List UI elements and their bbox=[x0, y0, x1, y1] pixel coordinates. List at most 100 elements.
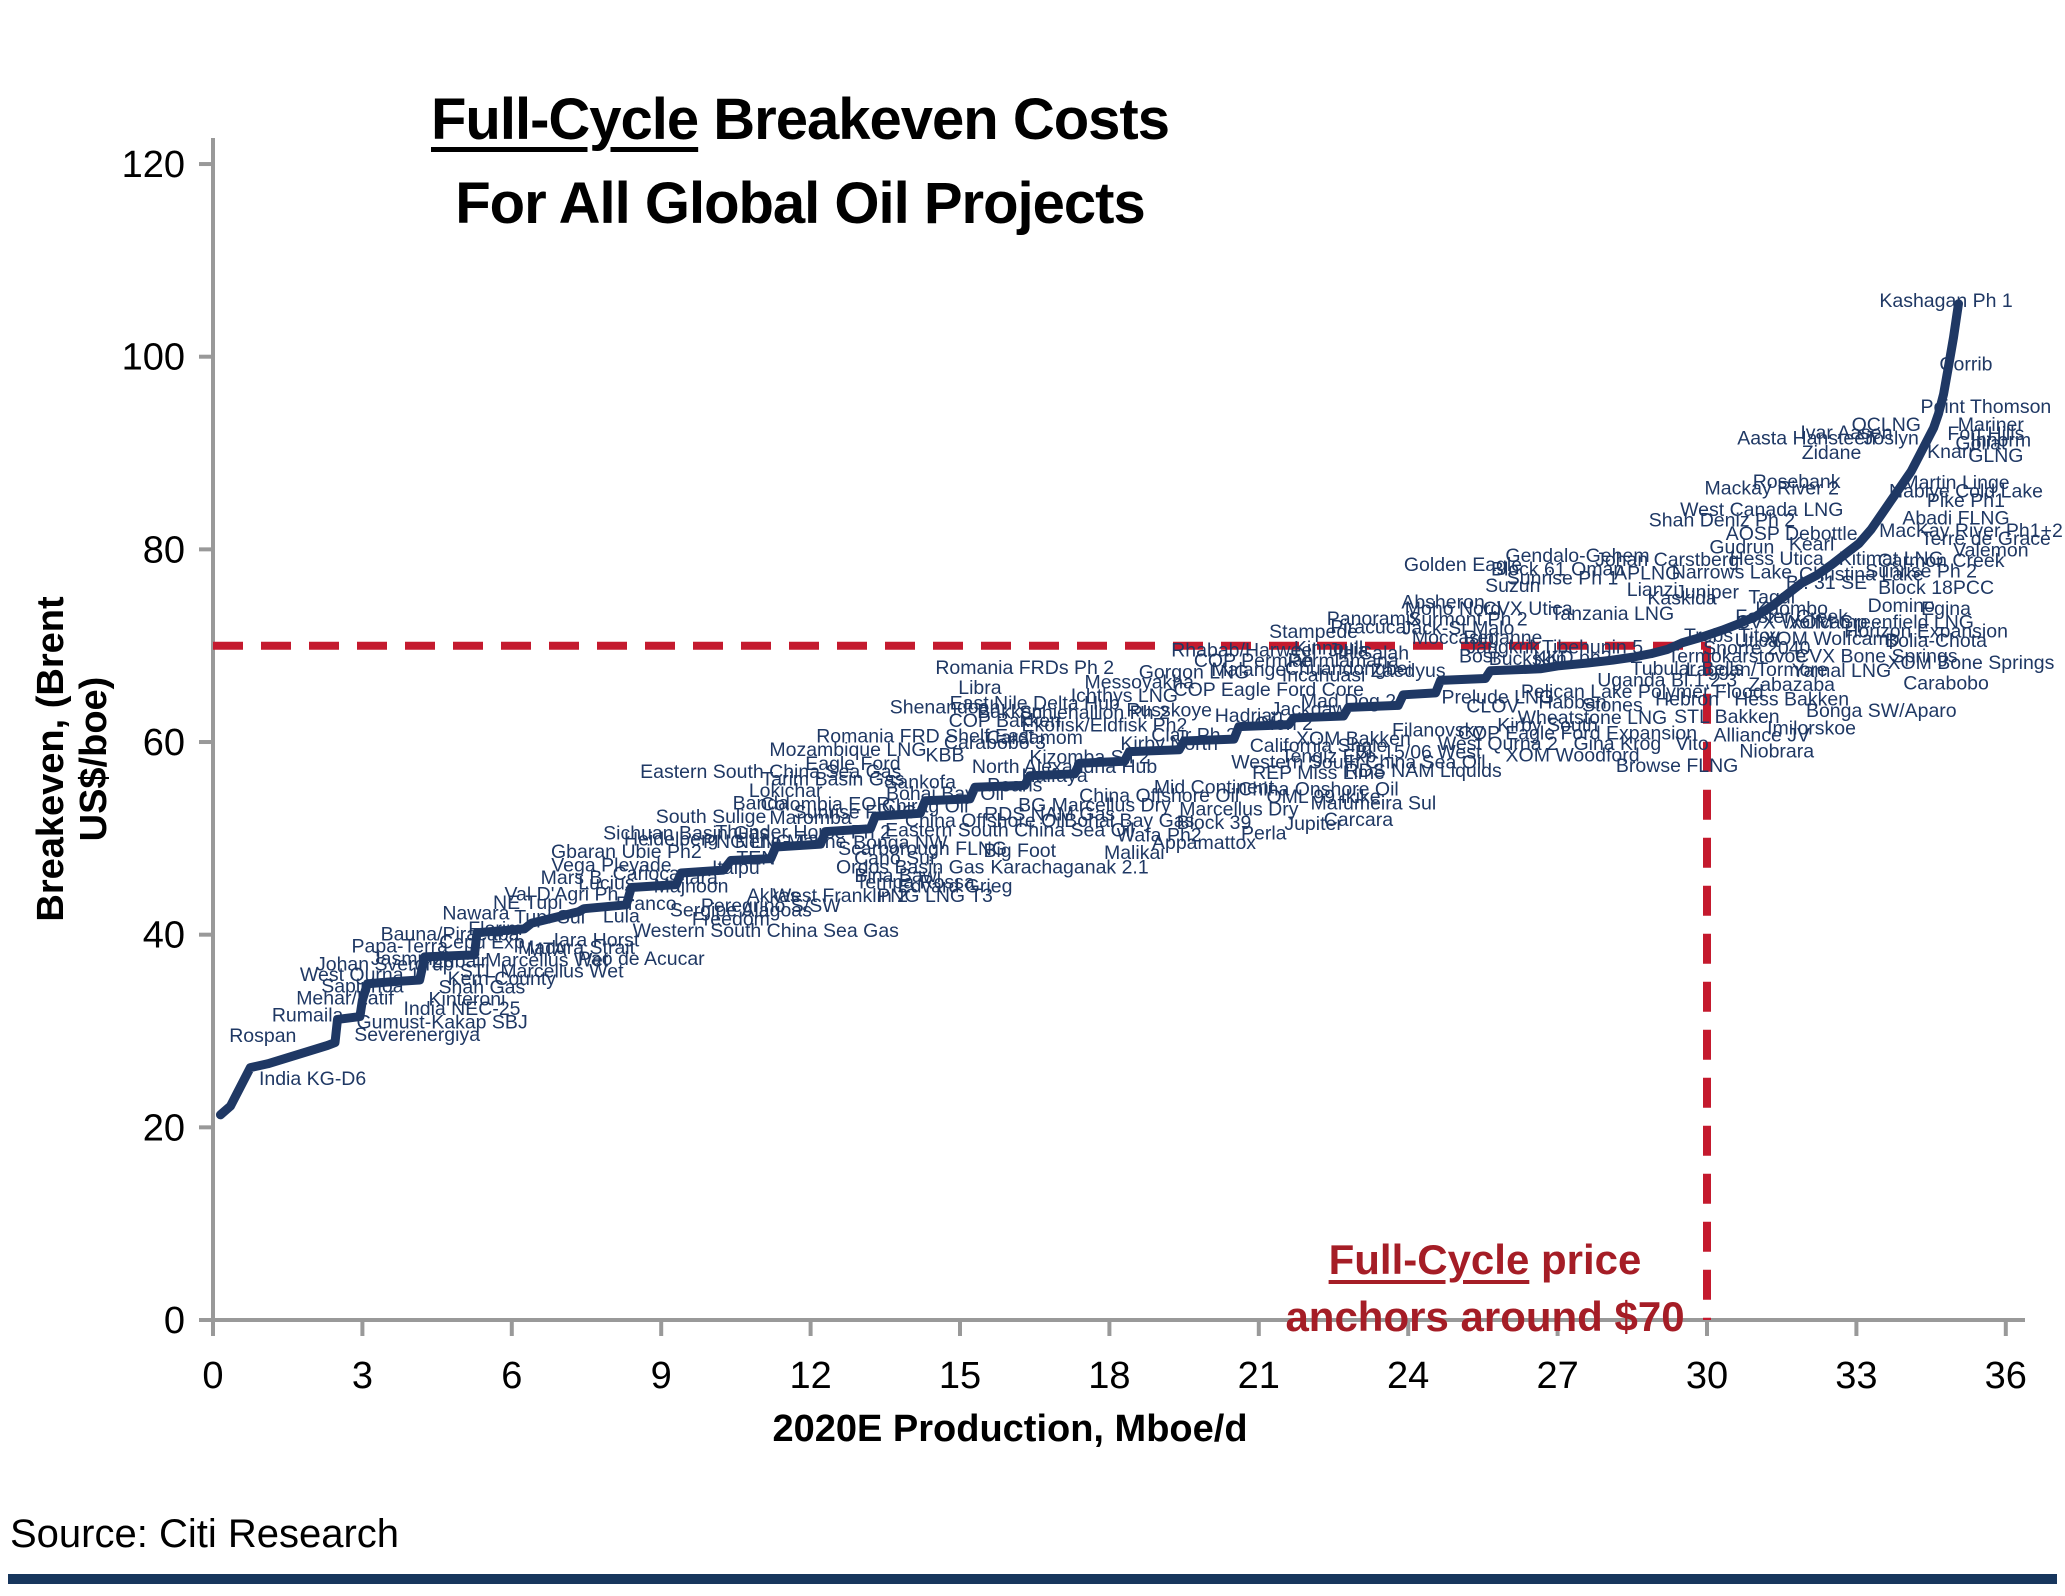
project-label: Ichthys LNG bbox=[1071, 685, 1178, 707]
project-label: Thunder Horse Ph 2 bbox=[715, 822, 891, 844]
project-label: Kirby South bbox=[1497, 715, 1598, 737]
project-label: QCLNG bbox=[1852, 414, 1921, 436]
project-label: Tanzania LNG bbox=[1551, 603, 1675, 625]
project-label: Bohai Bay Gas bbox=[1064, 810, 1194, 832]
project-label: Egina bbox=[1921, 598, 1971, 620]
project-label: Bakken bbox=[977, 701, 1042, 723]
project-label: Shah Gas bbox=[439, 977, 526, 999]
project-label: Sunrise FLNG bbox=[794, 801, 918, 823]
project-label: Bolia-Chota bbox=[1885, 630, 1987, 652]
price-anchor-annotation-line1: Full-Cycle price bbox=[1205, 1232, 1765, 1289]
y-tick-label: 20 bbox=[143, 1107, 185, 1149]
project-label: Moccasin bbox=[1412, 627, 1494, 649]
source-note: Source: Citi Research bbox=[10, 1512, 400, 1556]
project-label: Mariner bbox=[1958, 414, 2025, 436]
project-label: Gina Krog bbox=[1573, 733, 1661, 755]
project-label: Gorgon LNG bbox=[1139, 662, 1250, 684]
project-label: Buckskin bbox=[1489, 648, 1567, 670]
project-label: Gudrun bbox=[1709, 536, 1774, 558]
y-axis-title: Breakeven, (Brent US$/boe) bbox=[30, 596, 115, 922]
project-label: Bonga NW bbox=[853, 832, 948, 854]
project-label: West Qurna 1 bbox=[300, 964, 420, 986]
project-label: Absheron bbox=[1401, 591, 1484, 613]
project-label: CVX Wolfcamp bbox=[1736, 612, 1868, 634]
project-label: Christina Lake bbox=[1799, 563, 1924, 585]
project-label: RDS NAM Gas bbox=[984, 803, 1115, 825]
project-label: Vito bbox=[1675, 733, 1708, 755]
project-label: Juniper bbox=[1675, 582, 1739, 604]
project-label: Mehar/Latif bbox=[296, 987, 394, 1009]
project-label: Laggan/Tormore bbox=[1686, 659, 1828, 681]
project-label: Freedom bbox=[692, 908, 770, 930]
project-label: Iara bbox=[684, 867, 718, 889]
x-tick-label: 30 bbox=[1686, 1355, 1728, 1397]
project-label: Bauna/Piracaba bbox=[381, 924, 520, 946]
project-label: Jackdaw bbox=[1271, 698, 1348, 720]
project-label: Ivar Aasen bbox=[1800, 422, 1892, 444]
price-anchor-annotation-underlined: Full-Cycle bbox=[1328, 1236, 1530, 1283]
project-label: West Canada LNG bbox=[1680, 499, 1843, 521]
project-label: GLNG bbox=[1968, 445, 2023, 467]
project-label: Tubular Bells bbox=[1631, 658, 1744, 680]
project-label: Browse FLNG bbox=[1616, 755, 1738, 777]
project-label: Kirby North bbox=[1120, 733, 1218, 755]
x-tick-label: 33 bbox=[1835, 1355, 1877, 1397]
project-label: Heidelberg bbox=[624, 828, 718, 850]
project-label: East Nile Delta Hub bbox=[950, 693, 1120, 715]
project-label: Messoyakha bbox=[1085, 671, 1195, 693]
project-label: Niobrara bbox=[1739, 741, 1814, 763]
project-label: Rosebank bbox=[1753, 471, 1841, 493]
project-label: Carabobo 3 bbox=[944, 732, 1046, 754]
project-label: Majnoon bbox=[654, 876, 729, 898]
project-label: Filanovsky bbox=[1392, 719, 1484, 741]
project-label: Rhabab/Harweel bbox=[1171, 640, 1316, 662]
project-label: Kizomba Stl 2 bbox=[1029, 746, 1149, 768]
project-label: Julia bbox=[1328, 640, 1368, 662]
price-anchor-annotation-line2: anchors around $70 bbox=[1285, 1292, 1685, 1340]
project-label: Karachaganak 2.1 bbox=[990, 856, 1148, 878]
x-tick-label: 24 bbox=[1387, 1355, 1429, 1397]
project-label: Reganne bbox=[1463, 627, 1542, 649]
project-label: In Salah bbox=[1338, 642, 1410, 664]
project-label: Terre de Grace bbox=[1921, 528, 2051, 550]
project-label: Wafa Ph2 bbox=[1117, 824, 1202, 846]
project-label: Lula bbox=[603, 905, 640, 927]
chart-title-line1-rest: Breakeven Costs bbox=[698, 87, 1170, 152]
project-label: TEN bbox=[736, 848, 775, 870]
project-label: Sunrise Ph 2 bbox=[1865, 561, 1977, 583]
project-label: Kashagan Ph 1 bbox=[1879, 290, 2012, 312]
project-label: Chirag Oil bbox=[882, 796, 969, 818]
project-label: Block 39 bbox=[1177, 812, 1252, 834]
project-label: Appamattox bbox=[1152, 832, 1256, 854]
project-label: Zaedyus bbox=[1371, 660, 1446, 682]
y-tick-label: 40 bbox=[143, 915, 185, 957]
project-label: Eastern South China Sea Gas bbox=[640, 761, 901, 783]
project-label: Gbaran Ubie Ph2 bbox=[551, 841, 702, 863]
project-label: Chuandongbei bbox=[1285, 658, 1412, 680]
project-label: Mars B bbox=[541, 867, 603, 889]
project-label: Gendalo-Gehem bbox=[1505, 545, 1649, 567]
project-label: PNG LNG T2 bbox=[703, 831, 819, 853]
project-label: Romania FRDs Ph 2 bbox=[935, 657, 1114, 679]
project-label: China Offshore Oil bbox=[905, 810, 1065, 832]
project-label: APLNG bbox=[1614, 562, 1680, 584]
project-label: Utica bbox=[1735, 630, 1780, 652]
project-label: Jack-St Malo bbox=[1402, 617, 1515, 639]
project-label: XOM Bakken bbox=[1296, 728, 1411, 750]
project-label: Kinnoull bbox=[1294, 638, 1363, 660]
project-label: Hess Utica bbox=[1730, 548, 1824, 570]
project-label: Iara Horst bbox=[554, 929, 640, 951]
project-label: Zidane bbox=[1802, 442, 1862, 464]
project-label: Val D'Agri Ph 2 bbox=[504, 883, 634, 905]
project-label: Zubair bbox=[432, 951, 488, 973]
project-label: Shah Deniz Ph 2 bbox=[1649, 509, 1795, 531]
project-label: PNG LNG T3 bbox=[877, 885, 993, 907]
project-label: Abadi FLNG bbox=[1902, 508, 2009, 530]
project-label: Madura Strait bbox=[518, 937, 636, 959]
project-label: CLOV bbox=[1466, 695, 1519, 717]
project-label: Domino bbox=[1868, 595, 1935, 617]
project-label: Yamal LNG bbox=[1792, 660, 1891, 682]
y-tick-label: 120 bbox=[122, 144, 185, 186]
project-label: Termokarstovoe bbox=[1668, 645, 1807, 667]
